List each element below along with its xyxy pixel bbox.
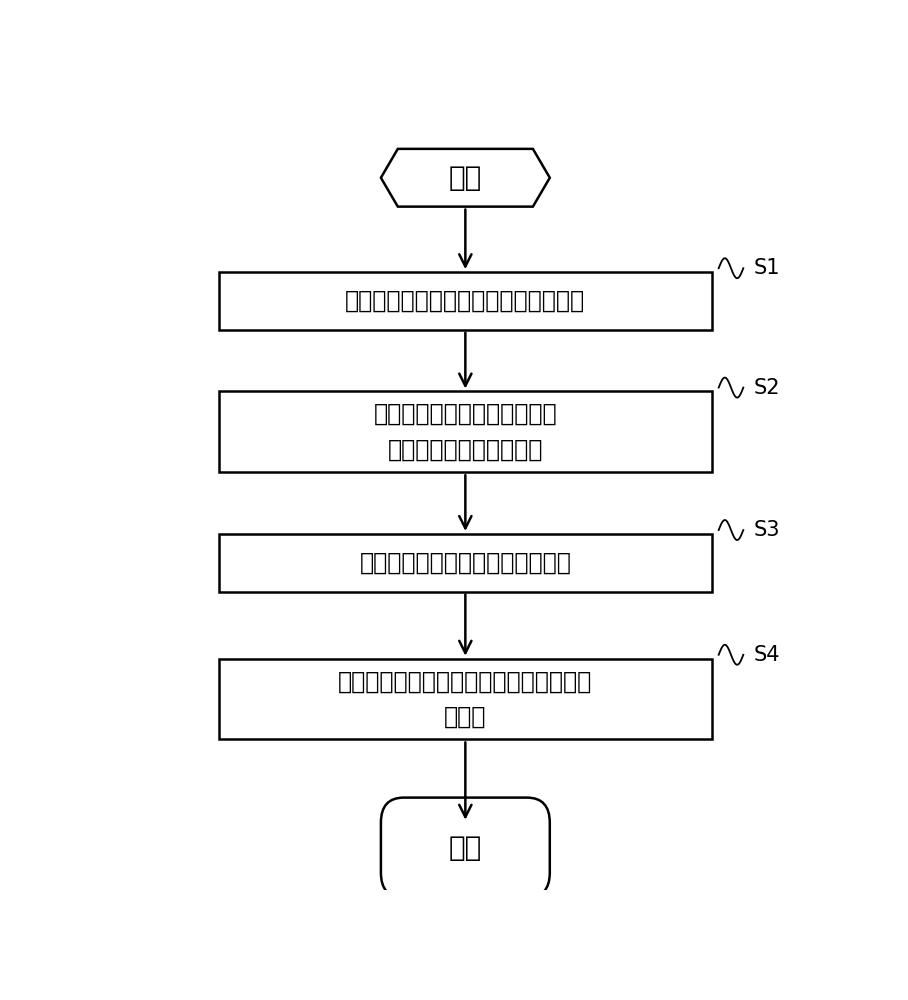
Text: S2: S2 [754,378,780,398]
FancyBboxPatch shape [219,391,712,472]
FancyBboxPatch shape [219,659,712,739]
Text: 根据修正用遥感数据获得修正参数: 根据修正用遥感数据获得修正参数 [360,551,571,575]
Text: 对前述遥感数据进行预处理，
得到对应的植被指数数据: 对前述遥感数据进行预处理， 得到对应的植被指数数据 [373,402,558,462]
FancyBboxPatch shape [219,272,712,330]
Text: 获取监测用遥感数据和修正用遥感数据: 获取监测用遥感数据和修正用遥感数据 [345,289,586,313]
Text: S4: S4 [754,645,780,665]
FancyBboxPatch shape [381,798,550,898]
Text: 开始: 开始 [449,164,482,192]
Text: 根据所述修正参数修正所述监测用植被指
数数据: 根据所述修正参数修正所述监测用植被指 数数据 [338,669,593,729]
Polygon shape [381,149,550,207]
FancyBboxPatch shape [219,534,712,592]
Text: S1: S1 [754,258,780,278]
Text: S3: S3 [754,520,780,540]
Text: 结束: 结束 [449,834,482,862]
